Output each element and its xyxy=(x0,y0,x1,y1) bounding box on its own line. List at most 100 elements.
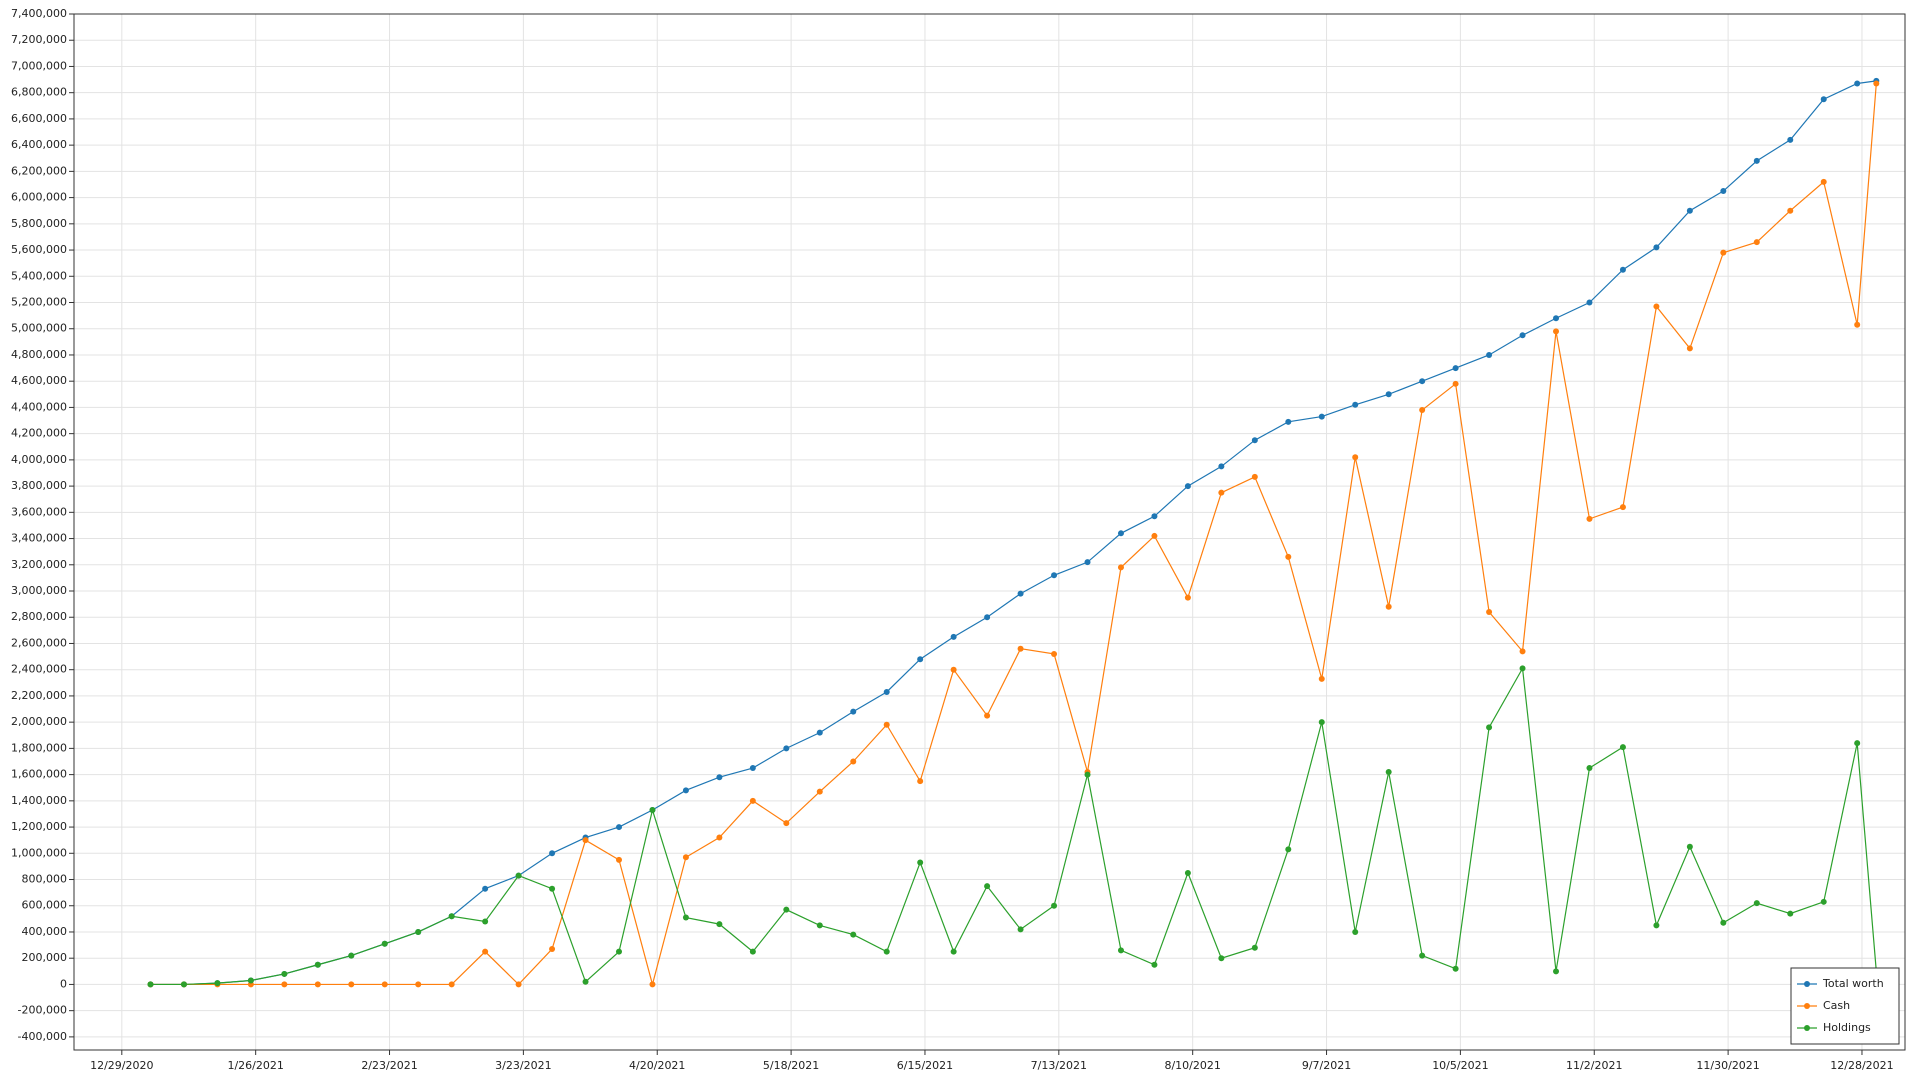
data-point xyxy=(716,774,723,781)
data-point xyxy=(281,970,288,977)
data-point xyxy=(1184,594,1191,601)
data-point xyxy=(1820,96,1827,103)
data-point xyxy=(783,820,790,827)
data-point xyxy=(883,721,890,728)
data-point xyxy=(381,981,388,988)
data-point xyxy=(482,948,489,955)
data-point xyxy=(816,729,823,736)
y-tick-label: 600,000 xyxy=(22,899,68,912)
data-point xyxy=(950,633,957,640)
x-tick-label: 4/20/2021 xyxy=(629,1059,685,1072)
data-point xyxy=(984,712,991,719)
data-point xyxy=(682,914,689,921)
x-tick-label: 12/28/2021 xyxy=(1830,1059,1893,1072)
data-point xyxy=(1586,515,1593,522)
y-tick-label: 4,400,000 xyxy=(11,400,67,413)
data-point xyxy=(883,948,890,955)
y-tick-label: 1,600,000 xyxy=(11,768,67,781)
data-point xyxy=(615,948,622,955)
data-point xyxy=(1519,665,1526,672)
data-point xyxy=(1218,955,1225,962)
y-tick-label: 5,800,000 xyxy=(11,217,67,230)
data-point xyxy=(716,921,723,928)
x-tick-label: 1/26/2021 xyxy=(227,1059,283,1072)
data-point xyxy=(415,981,422,988)
x-tick-label: 10/5/2021 xyxy=(1432,1059,1488,1072)
legend-label: Total worth xyxy=(1822,977,1884,990)
data-point xyxy=(1285,553,1292,560)
data-point xyxy=(1653,303,1660,310)
data-point xyxy=(1486,351,1493,358)
data-point xyxy=(549,885,556,892)
data-point xyxy=(1787,910,1794,917)
y-tick-label: 6,000,000 xyxy=(11,191,67,204)
data-point xyxy=(1619,266,1626,273)
data-point xyxy=(1452,365,1459,372)
y-tick-label: 5,000,000 xyxy=(11,322,67,335)
data-point xyxy=(1753,239,1760,246)
data-point xyxy=(1318,719,1325,726)
data-point xyxy=(314,981,321,988)
data-point xyxy=(1385,768,1392,775)
data-point xyxy=(716,834,723,841)
data-point xyxy=(1051,650,1058,657)
x-tick-label: 2/23/2021 xyxy=(361,1059,417,1072)
data-point xyxy=(1051,902,1058,909)
data-point xyxy=(1686,843,1693,850)
y-tick-label: 3,000,000 xyxy=(11,584,67,597)
y-tick-label: 1,800,000 xyxy=(11,741,67,754)
data-point xyxy=(1686,207,1693,214)
data-point xyxy=(348,952,355,959)
data-point xyxy=(180,981,187,988)
data-point xyxy=(950,666,957,673)
x-tick-label: 9/7/2021 xyxy=(1302,1059,1351,1072)
data-point xyxy=(1151,961,1158,968)
data-point xyxy=(1787,207,1794,214)
data-point xyxy=(1151,513,1158,520)
y-tick-label: 3,800,000 xyxy=(11,479,67,492)
data-point xyxy=(1486,608,1493,615)
data-point xyxy=(682,854,689,861)
data-point xyxy=(1586,299,1593,306)
data-point xyxy=(582,837,589,844)
data-point xyxy=(984,614,991,621)
data-point xyxy=(448,981,455,988)
data-point xyxy=(1873,80,1880,87)
y-tick-label: 2,800,000 xyxy=(11,610,67,623)
y-tick-label: 6,600,000 xyxy=(11,112,67,125)
data-point xyxy=(549,850,556,857)
data-point xyxy=(1419,952,1426,959)
x-tick-label: 11/2/2021 xyxy=(1566,1059,1622,1072)
legend-marker xyxy=(1804,981,1810,987)
x-tick-label: 11/30/2021 xyxy=(1696,1059,1759,1072)
y-tick-label: 5,400,000 xyxy=(11,269,67,282)
data-point xyxy=(582,978,589,985)
y-tick-label: -400,000 xyxy=(18,1030,67,1043)
y-tick-label: 0 xyxy=(60,977,67,990)
data-point xyxy=(783,906,790,913)
data-point xyxy=(1352,928,1359,935)
data-point xyxy=(1151,532,1158,539)
data-point xyxy=(482,918,489,925)
data-point xyxy=(281,981,288,988)
data-point xyxy=(1084,559,1091,566)
data-point xyxy=(1084,771,1091,778)
data-point xyxy=(1251,944,1258,951)
data-point xyxy=(482,885,489,892)
data-point xyxy=(381,940,388,947)
data-point xyxy=(1184,483,1191,490)
data-point xyxy=(1553,968,1560,975)
data-point xyxy=(1051,572,1058,579)
y-tick-label: 1,400,000 xyxy=(11,794,67,807)
y-tick-label: 2,600,000 xyxy=(11,636,67,649)
data-point xyxy=(214,980,221,987)
data-point xyxy=(1385,603,1392,610)
data-point xyxy=(1586,765,1593,772)
x-tick-label: 6/15/2021 xyxy=(897,1059,953,1072)
legend-label: Cash xyxy=(1823,999,1850,1012)
y-tick-label: 5,200,000 xyxy=(11,296,67,309)
data-point xyxy=(1218,489,1225,496)
data-point xyxy=(147,981,154,988)
data-point xyxy=(1352,401,1359,408)
